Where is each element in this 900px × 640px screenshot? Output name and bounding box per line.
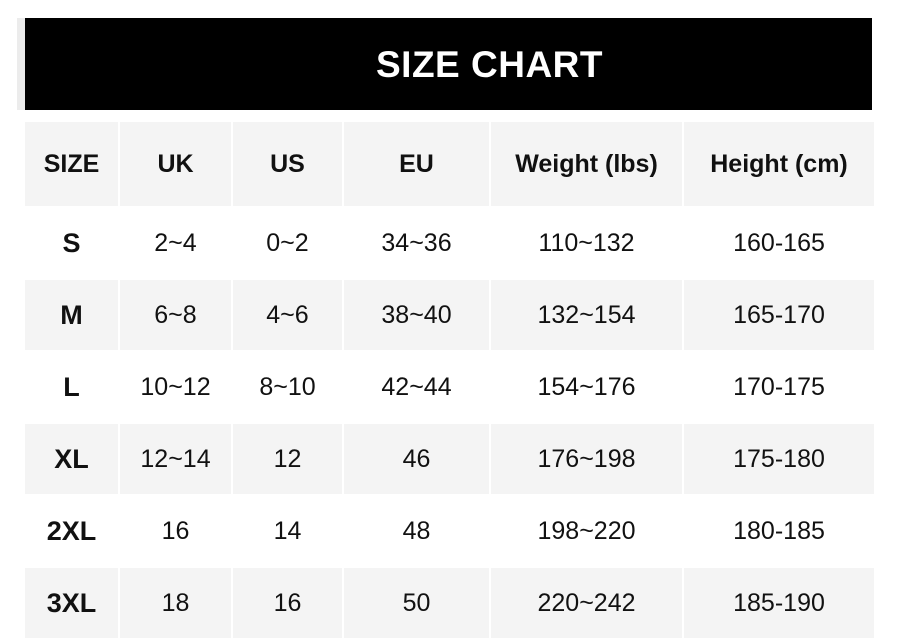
column-header-size: SIZE [25,122,120,208]
cell-us: 14 [233,496,344,568]
cell-height: 165-170 [684,280,874,352]
cell-size: S [25,208,120,280]
table-row: 3XL 18 16 50 220~242 185-190 [25,568,874,640]
cell-us: 16 [233,568,344,640]
cell-size: L [25,352,120,424]
cell-eu: 46 [344,424,491,496]
cell-height: 170-175 [684,352,874,424]
cell-size: XL [25,424,120,496]
cell-weight: 132~154 [491,280,684,352]
cell-uk: 16 [120,496,233,568]
cell-height: 175-180 [684,424,874,496]
table-header: SIZE UK US EU Weight (lbs) Height (cm) [25,122,874,208]
cell-weight: 198~220 [491,496,684,568]
page-title: SIZE CHART [376,43,603,85]
cell-weight: 154~176 [491,352,684,424]
cell-uk: 10~12 [120,352,233,424]
cell-uk: 6~8 [120,280,233,352]
cell-weight: 110~132 [491,208,684,280]
cell-height: 160-165 [684,208,874,280]
table-row: XL 12~14 12 46 176~198 175-180 [25,424,874,496]
cell-weight: 176~198 [491,424,684,496]
cell-eu: 38~40 [344,280,491,352]
cell-eu: 42~44 [344,352,491,424]
column-header-height: Height (cm) [684,122,874,208]
cell-height: 180-185 [684,496,874,568]
cell-eu: 48 [344,496,491,568]
size-chart-table: SIZE UK US EU Weight (lbs) Height (cm) S… [25,122,874,640]
column-header-weight: Weight (lbs) [491,122,684,208]
table-header-row: SIZE UK US EU Weight (lbs) Height (cm) [25,122,874,208]
column-header-us: US [233,122,344,208]
column-header-eu: EU [344,122,491,208]
table-row: L 10~12 8~10 42~44 154~176 170-175 [25,352,874,424]
cell-us: 0~2 [233,208,344,280]
cell-size: 2XL [25,496,120,568]
size-chart-page: SIZE CHART SIZE UK US EU Weight (lbs) He… [17,18,874,640]
cell-uk: 12~14 [120,424,233,496]
banner-left-strip [17,18,25,110]
table-body: S 2~4 0~2 34~36 110~132 160-165 M 6~8 4~… [25,208,874,640]
cell-us: 4~6 [233,280,344,352]
cell-uk: 2~4 [120,208,233,280]
table-row: 2XL 16 14 48 198~220 180-185 [25,496,874,568]
table-row: S 2~4 0~2 34~36 110~132 160-165 [25,208,874,280]
cell-eu: 34~36 [344,208,491,280]
table-row: M 6~8 4~6 38~40 132~154 165-170 [25,280,874,352]
cell-weight: 220~242 [491,568,684,640]
cell-size: M [25,280,120,352]
title-banner: SIZE CHART [25,18,872,110]
cell-uk: 18 [120,568,233,640]
column-header-uk: UK [120,122,233,208]
cell-size: 3XL [25,568,120,640]
cell-us: 12 [233,424,344,496]
cell-eu: 50 [344,568,491,640]
cell-height: 185-190 [684,568,874,640]
cell-us: 8~10 [233,352,344,424]
